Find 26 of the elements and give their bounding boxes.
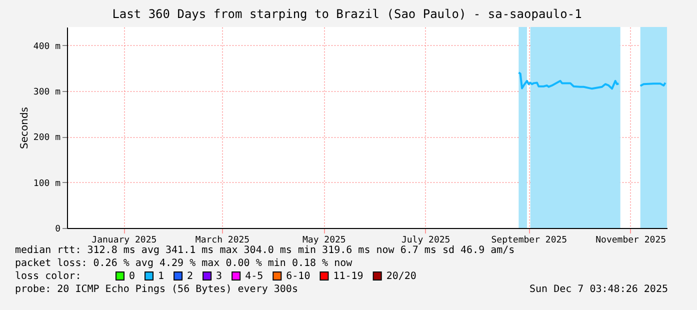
x-tick-label: September 2025: [491, 236, 568, 246]
legend-label: 6-10: [286, 271, 310, 282]
x-tick-label: January 2025: [92, 236, 157, 246]
legend-label: 4-5: [245, 271, 264, 282]
text: packet loss: 0.26 % avg 4.29 % max 0.00 % min 0.18 % now: [15, 258, 354, 269]
y-axis-title: Seconds: [19, 106, 30, 150]
x-tick-label: May 2025: [302, 236, 346, 246]
chart-title: Last 360 Days from starping to Brazil (Sao Paulo) - sa-saopaulo-1: [112, 7, 582, 21]
y-tick-label: 0: [55, 224, 60, 234]
y-tick-label: 200 m: [33, 133, 60, 144]
y-tick-label: 100 m: [33, 178, 60, 189]
legend-label: 1: [158, 271, 164, 282]
x-tick-label: November 2025: [596, 236, 666, 246]
legend-label: 11-19: [333, 271, 364, 282]
legend-title: loss color:: [15, 271, 82, 282]
y-tick-label: 300 m: [33, 87, 60, 98]
x-tick-label: July 2025: [401, 236, 450, 246]
text: probe: 20 ICMP Echo Pings (56 Bytes) every 300s: [15, 284, 298, 295]
y-tick-label: 400 m: [33, 42, 60, 52]
legend-label: 3: [216, 271, 222, 282]
legend-label: 20/20: [386, 271, 416, 282]
text: Sun Dec 7 03:48:26 2025: [530, 284, 668, 295]
legend-label: 0: [129, 271, 136, 282]
legend-label: 2: [187, 271, 194, 282]
text: median rtt: 312.8 ms avg 341.1 ms max 304.0 ms min 319.6 ms now 6.7 ms sd 46.9 am/s: [15, 245, 515, 256]
x-tick-label: March 2025: [195, 236, 250, 246]
